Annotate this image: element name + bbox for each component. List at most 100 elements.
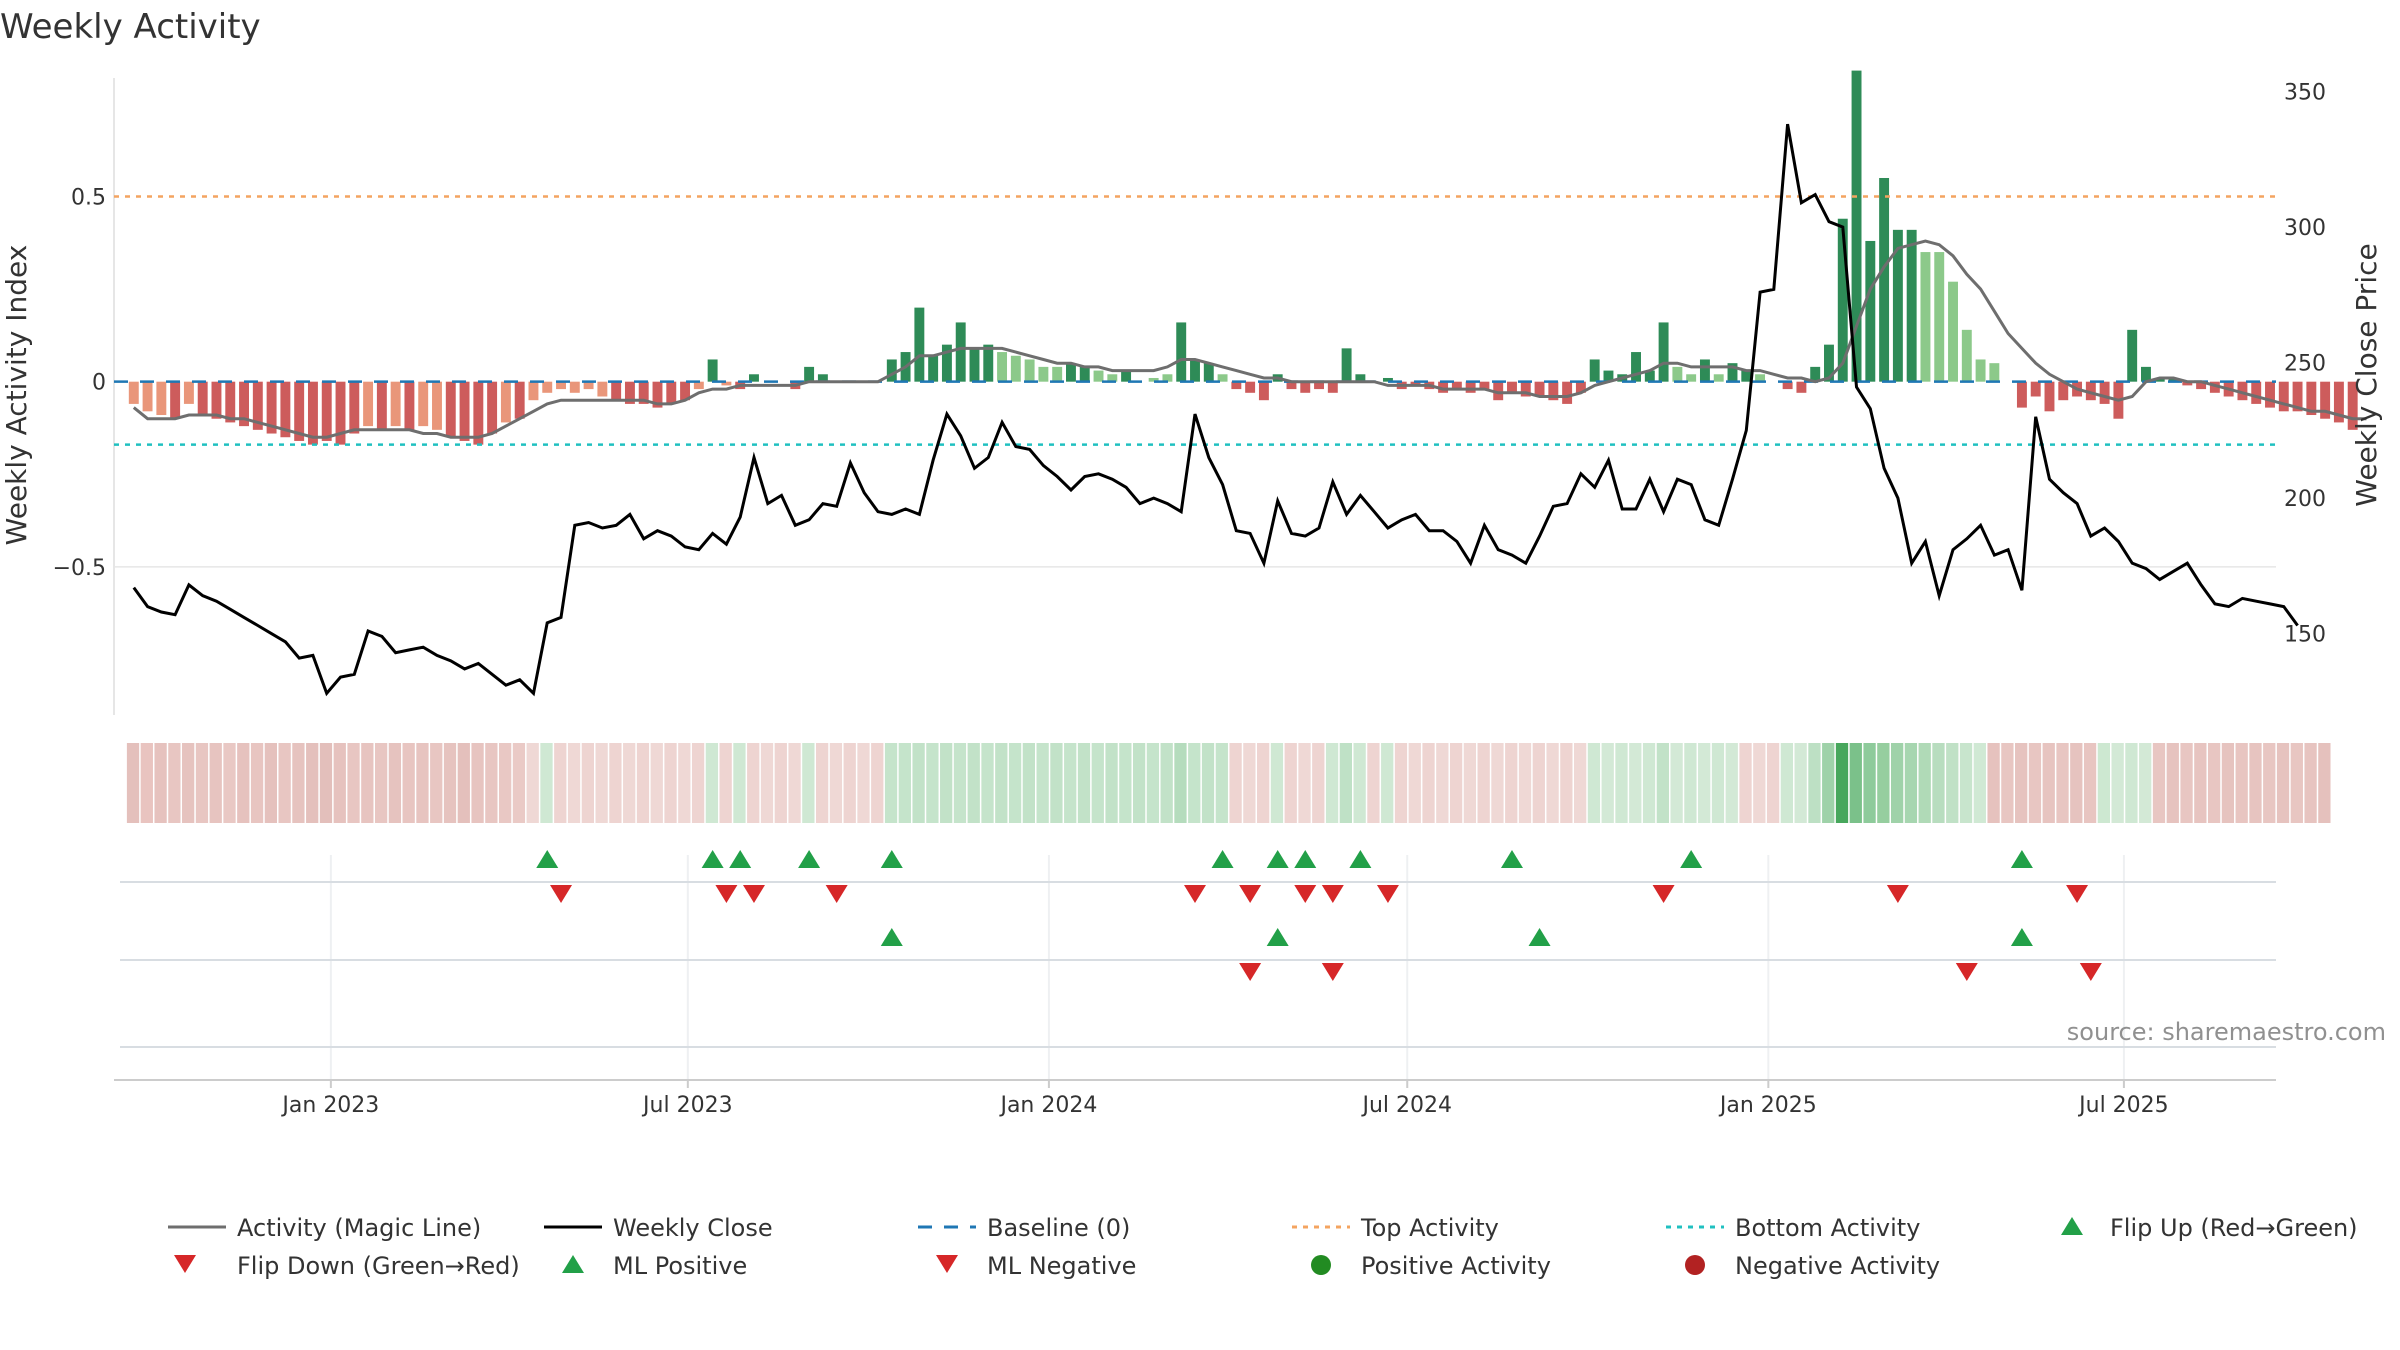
heat-strip-cell bbox=[857, 743, 870, 823]
heat-strip-cell bbox=[567, 743, 581, 823]
heat-strip-cell bbox=[1284, 743, 1297, 823]
heat-strip-cell bbox=[926, 743, 939, 823]
flip-up-marker bbox=[2010, 850, 2033, 868]
activity-bar-positive bbox=[1672, 366, 1683, 382]
heat-strip-cell bbox=[1835, 743, 1849, 823]
activity-bar-negative bbox=[583, 381, 594, 390]
activity-bar-negative bbox=[2058, 381, 2069, 401]
heat-strip-cell bbox=[1849, 743, 1862, 823]
heat-strip-cell bbox=[1877, 743, 1890, 823]
activity-bar-negative bbox=[680, 381, 691, 401]
heat-strip-cell bbox=[512, 743, 526, 823]
heat-strip-cell bbox=[1518, 743, 1532, 823]
activity-bar-positive bbox=[1975, 359, 1986, 382]
activity-bar-negative bbox=[1479, 381, 1490, 390]
heat-strip-cell bbox=[333, 743, 346, 823]
heat-strip-cell bbox=[2166, 743, 2179, 823]
heat-strip-cell bbox=[1463, 743, 1477, 823]
flip-up-marker bbox=[1680, 850, 1703, 868]
activity-bar-negative bbox=[225, 381, 236, 423]
heat-strip-cell bbox=[416, 743, 429, 823]
activity-bar-negative bbox=[1562, 381, 1573, 404]
activity-bar-positive bbox=[1024, 359, 1035, 382]
activity-bar-negative bbox=[1314, 381, 1324, 390]
heat-strip-cell bbox=[347, 743, 360, 823]
heat-strip-cell bbox=[1946, 743, 1959, 823]
heat-strip-cell bbox=[126, 743, 140, 823]
activity-bar-negative bbox=[569, 381, 580, 393]
x-tick-label: Jul 2025 bbox=[2077, 1093, 2169, 1118]
ml-positive-marker bbox=[2010, 928, 2033, 946]
heat-strip-cell bbox=[250, 743, 264, 823]
activity-bar-negative bbox=[294, 381, 305, 441]
weekly-close-series bbox=[132, 123, 2299, 697]
activity-bar-negative bbox=[211, 381, 222, 419]
activity-bar-positive bbox=[886, 359, 897, 382]
activity-bar-negative bbox=[252, 381, 263, 430]
heat-strip-cell bbox=[1436, 743, 1449, 823]
heat-strip-cell bbox=[209, 743, 222, 823]
heat-strip-cell bbox=[815, 743, 829, 823]
activity-bar-negative bbox=[1286, 381, 1297, 390]
activity-bar-negative bbox=[1796, 381, 1807, 393]
heat-strip-cell bbox=[1890, 743, 1904, 823]
legend: Activity (Magic Line) Weekly Close Basel… bbox=[168, 1214, 2358, 1280]
activity-bar-positive bbox=[1920, 252, 1931, 382]
activity-bar-positive bbox=[955, 322, 966, 382]
heat-strip-cell bbox=[306, 743, 319, 823]
heat-strip-cell bbox=[2001, 743, 2014, 823]
activity-bar-negative bbox=[390, 381, 401, 427]
activity-bar-positive bbox=[941, 344, 952, 382]
triangle-down-icon bbox=[936, 1255, 958, 1273]
heat-strip-cell bbox=[1215, 743, 1228, 823]
heat-strip-cell bbox=[154, 743, 167, 823]
heat-strip-cell bbox=[636, 743, 650, 823]
heat-strip-cell bbox=[1615, 743, 1628, 823]
flip-down-marker bbox=[550, 885, 573, 903]
activity-bar-negative bbox=[1507, 381, 1517, 393]
flip-up-marker bbox=[1349, 850, 1372, 868]
heat-strip-cell bbox=[995, 743, 1008, 823]
heat-strip-cell bbox=[2180, 743, 2193, 823]
heat-strip-cell bbox=[1753, 743, 1766, 823]
activity-bar-negative bbox=[2085, 381, 2096, 401]
heat-strip-cell bbox=[223, 743, 236, 823]
heat-strip-cell bbox=[1353, 743, 1366, 823]
x-tick-label: Jan 2024 bbox=[998, 1093, 1097, 1118]
heat-strip-cell bbox=[1670, 743, 1683, 823]
activity-bar-negative bbox=[1534, 381, 1545, 397]
heat-strip-cell bbox=[388, 743, 402, 823]
heat-strip-cell bbox=[2139, 743, 2152, 823]
heat-strip-cell bbox=[733, 743, 746, 823]
activity-bar-negative bbox=[514, 381, 525, 419]
heat-strip-cell bbox=[237, 743, 250, 823]
heat-strip-cell bbox=[1766, 743, 1780, 823]
flip-down-marker bbox=[715, 885, 738, 903]
heat-strip-cell bbox=[1381, 743, 1394, 823]
heat-strip-cell bbox=[1959, 743, 1973, 823]
heat-strip-cell bbox=[802, 743, 815, 823]
heat-strip-cell bbox=[595, 743, 608, 823]
activity-bar-positive bbox=[1824, 344, 1834, 382]
activity-bar-negative bbox=[321, 381, 332, 441]
heat-strip-cell bbox=[1160, 743, 1173, 823]
flip-up-marker bbox=[1294, 850, 1317, 868]
heat-strip-cell bbox=[1822, 743, 1835, 823]
heat-strip-cell bbox=[1449, 743, 1463, 823]
activity-bars bbox=[128, 70, 2358, 445]
x-axis-ticks: Jan 2023 Jul 2023 Jan 2024 Jul 2024 Jan 2025… bbox=[280, 1080, 2169, 1118]
activity-bar-negative bbox=[624, 381, 635, 404]
activity-bar-negative bbox=[128, 381, 139, 404]
heat-strip-cell bbox=[623, 743, 636, 823]
heat-strip-cell bbox=[1243, 743, 1256, 823]
activity-bar-positive bbox=[969, 348, 980, 382]
activity-bar-positive bbox=[1121, 370, 1132, 382]
heat-strip-cell bbox=[1050, 743, 1063, 823]
activity-bar-negative bbox=[2292, 381, 2303, 412]
heat-strip-cell bbox=[1339, 743, 1352, 823]
y2-tick-label: 250 bbox=[2284, 352, 2326, 377]
activity-bar-negative bbox=[142, 381, 153, 412]
heat-strip-cell bbox=[884, 743, 898, 823]
heat-strip-cell bbox=[1367, 743, 1380, 823]
legend-label: ML Negative bbox=[987, 1252, 1136, 1280]
